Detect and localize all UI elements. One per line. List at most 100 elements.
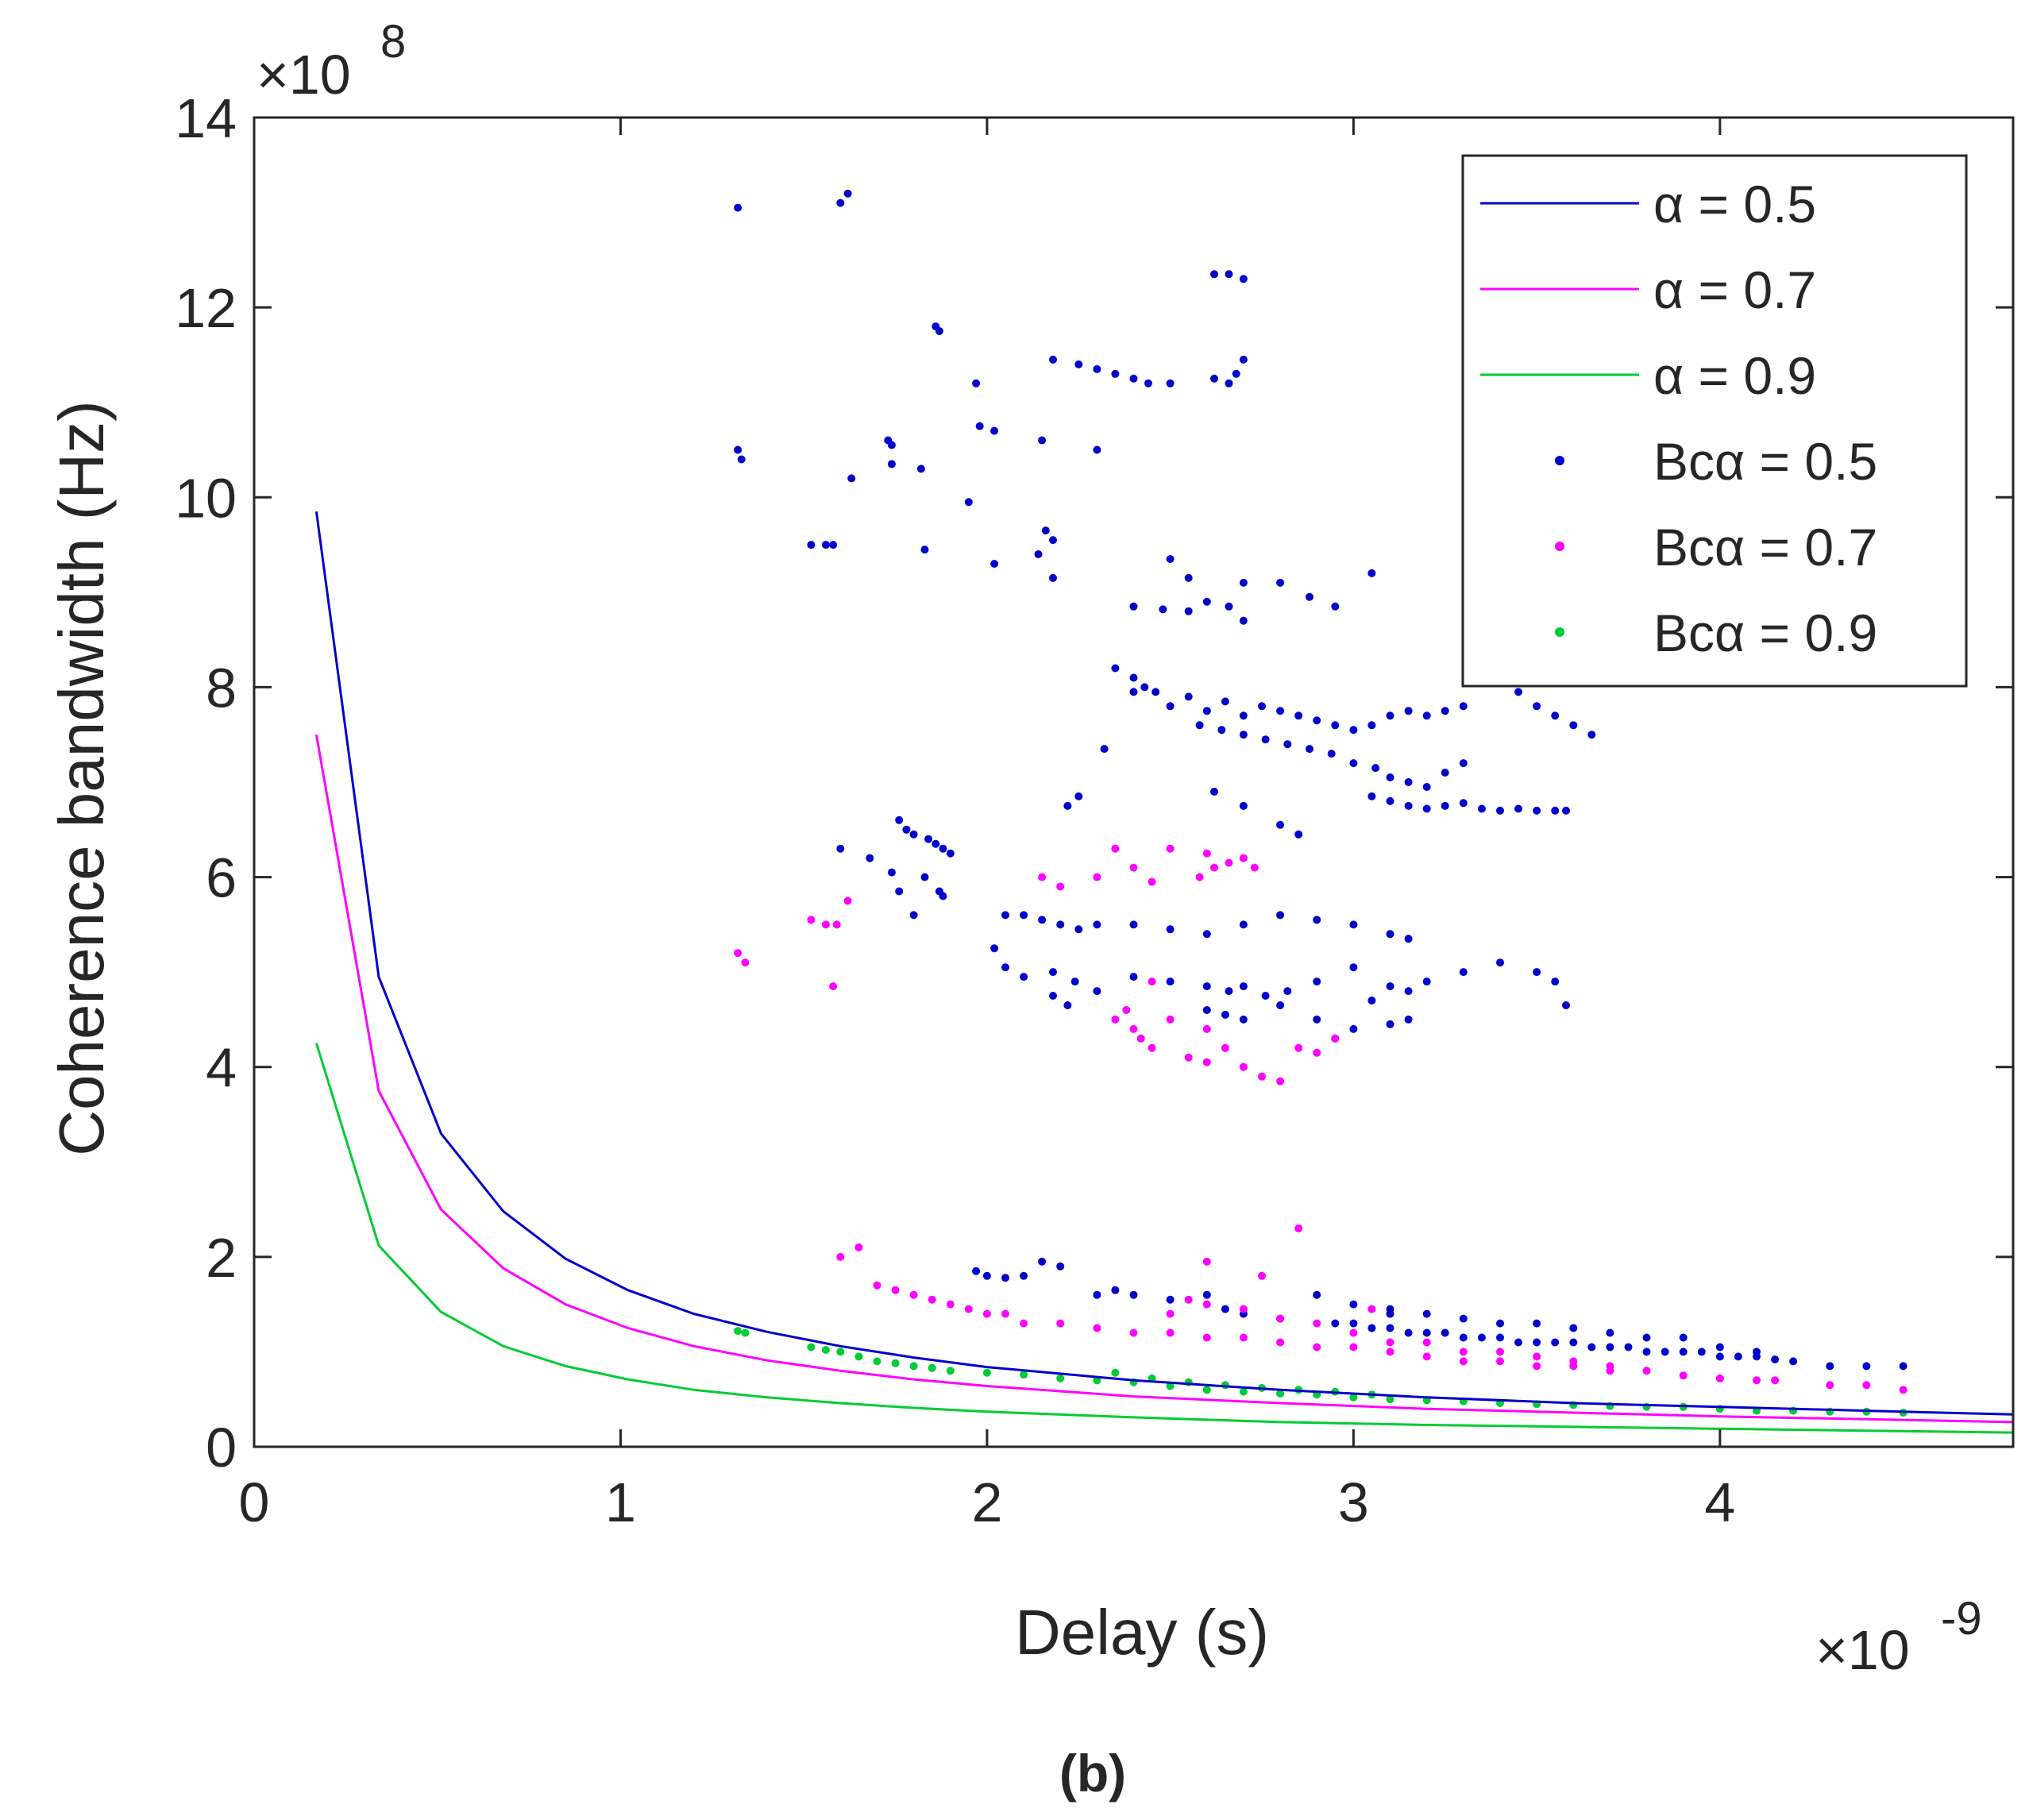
scatter-point (1331, 1319, 1340, 1328)
scatter-point (1202, 1006, 1211, 1014)
scatter-point (1239, 920, 1248, 929)
scatter-point (1063, 801, 1072, 810)
scatter-point (1093, 445, 1101, 454)
scatter-point (1771, 1355, 1780, 1363)
scatter-point (1862, 1381, 1871, 1390)
scatter-point (1129, 602, 1138, 611)
scatter-point (1148, 977, 1156, 986)
scatter-point (843, 897, 852, 905)
scatter-point (909, 1362, 918, 1371)
scatter-point (1210, 374, 1218, 383)
scatter-point (1129, 1024, 1138, 1033)
scatter-point (887, 868, 896, 877)
scatter-point (1225, 270, 1233, 279)
scatter-point (1093, 1290, 1101, 1299)
scatter-point (821, 541, 830, 549)
scatter-point (1136, 1034, 1145, 1043)
legend: α = 0.5 α = 0.7 α = 0.9 Bcα = 0.5 Bcα = 0.7 B… (1461, 154, 1968, 688)
scatter-point (902, 825, 911, 834)
scatter-point (1789, 1357, 1798, 1366)
scatter-point (1386, 1324, 1394, 1332)
scatter-point (1239, 355, 1248, 364)
scatter-point (1313, 1015, 1321, 1024)
scatter-point (920, 546, 929, 554)
scatter-point (964, 498, 973, 507)
scatter-point (1221, 1010, 1229, 1019)
scatter-point (891, 1286, 900, 1294)
scatter-point (1386, 1020, 1394, 1028)
scatter-point (1093, 364, 1101, 373)
scatter-point (1422, 711, 1431, 720)
scatter-point (932, 839, 940, 848)
scatter-point (1239, 1015, 1248, 1024)
scatter-point (1239, 1062, 1248, 1071)
scatter-point (1038, 916, 1047, 924)
scatter-point (1202, 1290, 1211, 1299)
scatter-point (1679, 1333, 1688, 1342)
scatter-point (873, 1357, 881, 1366)
scatter-point (990, 560, 999, 568)
y-tick-label: 4 (206, 1037, 237, 1099)
scatter-point (1306, 592, 1313, 601)
scatter-point (1422, 1352, 1431, 1361)
scatter-point (1606, 1328, 1614, 1337)
scatter-point (1239, 578, 1248, 587)
y-tick-label: 0 (206, 1417, 237, 1479)
scatter-point (891, 1359, 900, 1367)
scatter-point (928, 1363, 936, 1372)
scatter-point (1826, 1381, 1834, 1390)
scatter-point (1294, 830, 1303, 839)
y-tick-label: 6 (206, 847, 237, 909)
scatter-point (1049, 573, 1057, 582)
scatter-point (1148, 877, 1156, 886)
scatter-point (1159, 605, 1167, 614)
scatter-point (990, 944, 999, 953)
scatter-point (1250, 863, 1259, 872)
scatter-point (1624, 1343, 1633, 1352)
scatter-point (1496, 1357, 1504, 1366)
scatter-point (1459, 702, 1468, 711)
scatter-point (1496, 1333, 1504, 1342)
scatter-point (909, 911, 918, 920)
scatter-point (1239, 854, 1248, 862)
scatter-point (1551, 711, 1560, 720)
scatter-point (1111, 1015, 1120, 1024)
scatter-point (1771, 1376, 1780, 1385)
scatter-point (1261, 735, 1270, 744)
scatter-point (1422, 804, 1431, 813)
scatter-point (1056, 1374, 1065, 1382)
scatter-point (1569, 721, 1578, 730)
scatter-point (1111, 1368, 1120, 1377)
scatter-point (1349, 1343, 1358, 1352)
figure-caption: (b) (1059, 1744, 1126, 1803)
legend-label: Bcα = 0.5 (1653, 432, 1877, 491)
scatter-point (1404, 987, 1413, 996)
scatter-point (1642, 1348, 1651, 1356)
plot-area (314, 189, 2014, 1434)
scatter-point (1606, 1343, 1614, 1352)
scatter-point (1166, 977, 1175, 986)
scatter-point (1276, 1077, 1285, 1085)
scatter-point (1899, 1386, 1907, 1394)
scatter-point (734, 1327, 743, 1336)
scatter-point (1166, 844, 1175, 853)
scatter-point (1041, 526, 1050, 535)
scatter-point (1166, 925, 1175, 934)
scatter-point (1056, 1319, 1065, 1328)
line-series-alpha-0-7 (314, 734, 2014, 1424)
scatter-point (1202, 1257, 1211, 1266)
scatter-point (1166, 555, 1175, 563)
scatter-point (836, 199, 845, 207)
scatter-point (909, 830, 918, 839)
scatter-point (1166, 1309, 1175, 1318)
scatter-point (1001, 1309, 1009, 1318)
legend-box (1461, 154, 1968, 688)
scatter-point (1056, 882, 1065, 891)
scatter-point (1562, 1001, 1570, 1009)
scatter-point (1129, 863, 1138, 872)
scatter-point (1331, 1034, 1340, 1043)
scatter-point (1283, 987, 1292, 996)
scatter-point (1276, 911, 1285, 920)
scatter-point (946, 849, 955, 858)
scatter-point (1129, 973, 1138, 981)
